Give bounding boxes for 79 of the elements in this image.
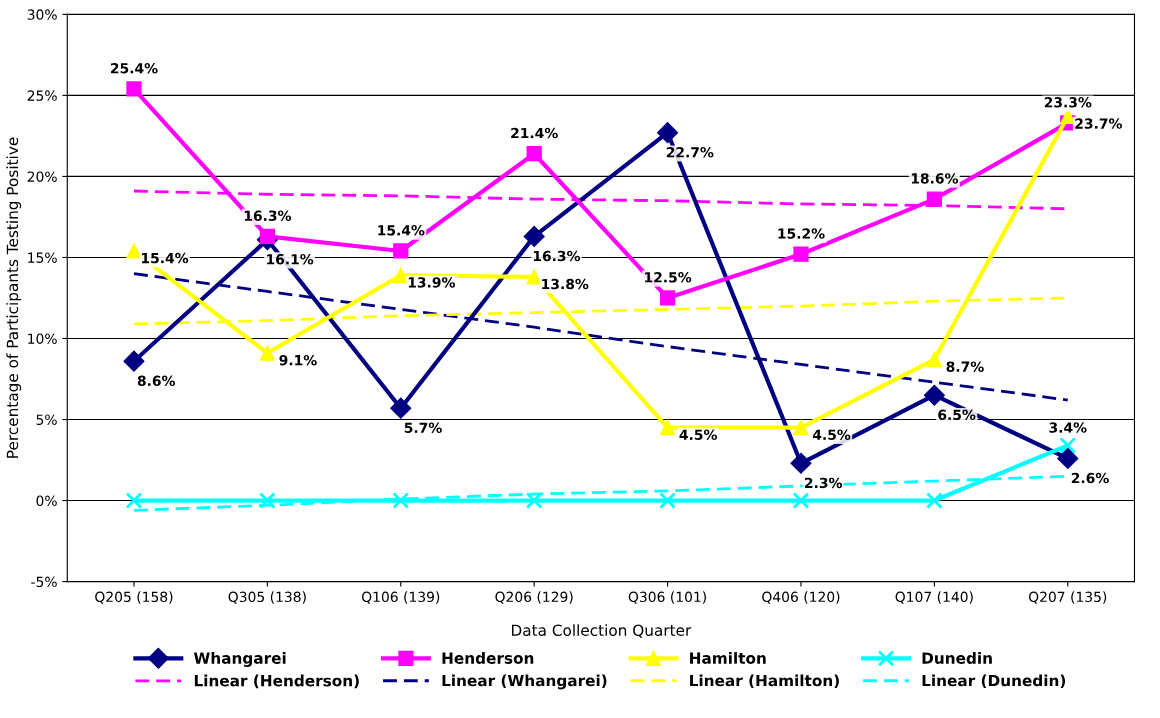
y-tick-label: 15%: [28, 252, 57, 263]
x-axis-title: Data Collection Quarter: [511, 624, 692, 638]
y-tick-label: 30%: [27, 9, 57, 20]
point: [792, 492, 810, 509]
point: [657, 122, 679, 144]
x-tick-label: Q206 (129): [495, 591, 573, 604]
data-label: 15.2%: [778, 228, 825, 239]
legend-label: Dunedin: [922, 652, 992, 664]
legend-label: Hamilton: [690, 652, 766, 664]
data-label: 13.8%: [542, 278, 589, 290]
data-label: 9.1%: [279, 354, 317, 366]
data-label: 22.7%: [666, 147, 714, 158]
y-axis-title: Percentage of Participants Testing Positive: [6, 137, 22, 458]
legend-label: Linear (Hamilton): [690, 674, 839, 689]
point: [790, 452, 812, 474]
point: [659, 419, 676, 436]
data-label: 4.5%: [679, 429, 717, 440]
x-tick-label: Q305 (138): [228, 591, 306, 604]
x-tick-label: Q107 (140): [895, 591, 973, 604]
data-label: 8.6%: [137, 375, 176, 387]
data-label: 16.3%: [533, 250, 581, 262]
point: [926, 492, 943, 509]
point: [926, 191, 943, 207]
point: [793, 246, 809, 262]
point: [123, 350, 145, 372]
data-label: 21.4%: [511, 127, 558, 139]
y-tick-label: 20%: [27, 171, 57, 182]
y-tick-label: 5%: [36, 414, 57, 425]
point: [923, 384, 945, 406]
point: [526, 146, 542, 162]
y-tick-label: 10%: [28, 333, 57, 344]
data-label: 3.4%: [1049, 422, 1087, 433]
point: [393, 267, 409, 283]
point: [390, 397, 412, 419]
x-tick-label: Q205 (158): [95, 591, 173, 604]
point: [1059, 437, 1077, 454]
point: [523, 225, 545, 247]
y-tick-label: 0%: [36, 495, 57, 507]
x-tick-label: Q406 (120): [762, 591, 840, 604]
point: [659, 492, 676, 509]
point: [793, 419, 809, 436]
point: [259, 345, 276, 361]
data-label: 2.6%: [1071, 472, 1109, 484]
point: [526, 269, 542, 285]
legend-label: Henderson: [442, 652, 534, 664]
data-label: 23.3%: [1044, 97, 1092, 108]
legend-label: Whangarei: [193, 652, 286, 667]
data-label: 2.3%: [805, 477, 843, 489]
point: [525, 492, 543, 509]
data-label: 13.9%: [408, 277, 455, 288]
data-label: 12.5%: [645, 272, 692, 283]
data-label: 16.3%: [244, 210, 292, 221]
data-label: 6.5%: [938, 409, 976, 421]
data-label: 25.4%: [110, 62, 158, 74]
point: [1057, 447, 1079, 469]
point: [259, 492, 276, 509]
y-tick-label: 25%: [27, 90, 57, 101]
point: [926, 351, 943, 368]
legend-label: Linear (Dunedin): [922, 674, 1066, 689]
point: [125, 492, 143, 509]
point: [393, 243, 409, 259]
legend-label: Linear (Henderson): [194, 674, 359, 689]
x-tick-label: Q207 (135): [1028, 591, 1107, 604]
data-label: 18.6%: [911, 173, 959, 184]
data-label: 15.4%: [378, 225, 425, 236]
data-label: 8.7%: [946, 361, 984, 372]
data-label: 23.7%: [1075, 118, 1122, 129]
data-label: 4.5%: [812, 429, 851, 440]
data-label: 15.4%: [142, 252, 189, 264]
point: [126, 81, 142, 97]
data-label: 5.7%: [404, 422, 442, 434]
x-tick-label: Q306 (101): [628, 591, 706, 604]
point: [659, 290, 676, 306]
x-tick-label: Q106 (139): [361, 591, 440, 604]
data-label: 16.1%: [267, 253, 314, 265]
legend-label: Linear (Whangarei): [442, 674, 607, 690]
point: [126, 243, 142, 259]
point: [392, 492, 410, 509]
y-tick-label: -5%: [31, 576, 57, 588]
